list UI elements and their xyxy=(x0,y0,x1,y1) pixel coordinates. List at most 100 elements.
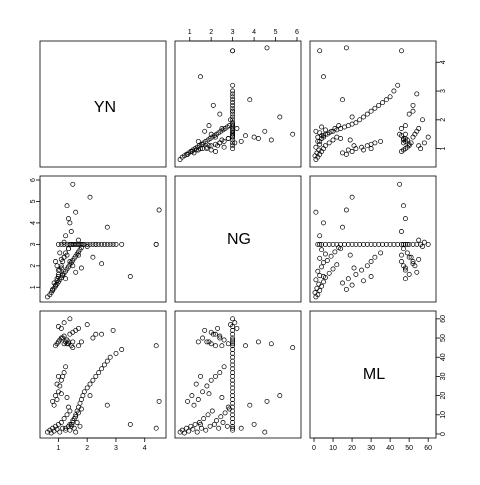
tick-label: 30 xyxy=(367,445,375,452)
data-point xyxy=(195,339,201,345)
tick-label: 0 xyxy=(312,445,316,452)
tick-label: 10 xyxy=(329,445,337,452)
data-point xyxy=(232,320,238,326)
data-point xyxy=(110,241,116,247)
data-point xyxy=(193,381,199,387)
data-point xyxy=(230,134,236,140)
data-point xyxy=(372,140,378,146)
data-point xyxy=(410,261,416,267)
data-point xyxy=(347,137,353,143)
data-point xyxy=(230,425,236,431)
data-point xyxy=(321,274,326,279)
data-point xyxy=(372,241,378,247)
data-point xyxy=(203,427,209,433)
data-point xyxy=(425,241,431,247)
data-point xyxy=(225,341,231,347)
data-point xyxy=(230,335,236,341)
data-point xyxy=(153,343,159,349)
data-point xyxy=(68,229,74,234)
data-point xyxy=(364,241,370,247)
data-point xyxy=(55,267,61,273)
data-point xyxy=(364,111,370,117)
scatter-ng-vs-ml xyxy=(312,181,431,300)
data-point xyxy=(87,381,93,387)
panel-ng-ml xyxy=(309,175,437,303)
data-point xyxy=(321,279,326,285)
data-point xyxy=(181,430,187,436)
data-point xyxy=(99,241,105,247)
data-point xyxy=(61,416,67,422)
data-point xyxy=(189,393,195,399)
data-point xyxy=(368,259,374,264)
scatter-ml-vs-ng xyxy=(177,316,296,436)
data-point xyxy=(230,337,236,343)
data-point xyxy=(210,102,216,108)
data-point xyxy=(101,362,107,368)
data-point xyxy=(317,288,323,293)
data-point xyxy=(63,233,69,239)
data-point xyxy=(421,140,427,146)
tick-label: 1 xyxy=(440,147,447,151)
data-point xyxy=(330,137,336,143)
data-point xyxy=(340,280,345,286)
data-point xyxy=(87,194,93,200)
data-point xyxy=(406,271,412,277)
data-point xyxy=(104,402,110,408)
data-point xyxy=(61,239,67,245)
data-point xyxy=(357,117,363,123)
data-point xyxy=(58,256,64,262)
data-point xyxy=(64,395,70,400)
data-point xyxy=(205,412,211,418)
data-point xyxy=(404,250,410,256)
data-point xyxy=(193,147,199,153)
tick-label: 3 xyxy=(231,29,235,36)
data-point xyxy=(334,241,340,247)
data-point xyxy=(110,327,116,333)
data-point xyxy=(206,339,212,345)
data-point xyxy=(326,241,332,247)
data-point xyxy=(277,114,283,120)
data-point xyxy=(119,241,125,247)
data-point xyxy=(113,241,119,247)
tick-label: 6 xyxy=(30,178,37,182)
data-point xyxy=(343,207,349,213)
tick-label: 60 xyxy=(440,315,447,323)
data-point xyxy=(224,423,230,429)
data-point xyxy=(213,373,218,379)
data-point xyxy=(364,263,370,269)
data-point xyxy=(67,421,73,427)
tick-label: 1 xyxy=(56,445,60,452)
data-point xyxy=(391,88,397,94)
data-point xyxy=(64,203,70,209)
data-point xyxy=(90,377,96,383)
data-point xyxy=(416,237,422,243)
data-point xyxy=(359,267,365,273)
data-point xyxy=(230,373,236,379)
labels-layer: YN NG ML xyxy=(94,99,385,383)
data-point xyxy=(361,147,366,153)
data-point xyxy=(202,128,208,134)
data-point xyxy=(70,263,76,269)
data-point xyxy=(406,254,412,260)
data-point xyxy=(99,331,105,337)
tick-label: 40 xyxy=(440,353,447,361)
data-point xyxy=(395,82,401,88)
data-point xyxy=(368,146,374,152)
data-point xyxy=(107,354,113,360)
data-point xyxy=(319,241,325,247)
data-point xyxy=(185,398,191,404)
data-point xyxy=(316,147,322,153)
data-point xyxy=(383,241,389,247)
data-point xyxy=(264,45,270,51)
data-point xyxy=(399,259,404,264)
data-point xyxy=(78,241,84,247)
data-point xyxy=(414,91,420,97)
data-point xyxy=(312,290,318,296)
data-point xyxy=(345,241,351,247)
data-point xyxy=(63,425,69,431)
data-point xyxy=(78,265,84,271)
data-point xyxy=(90,335,96,341)
data-point xyxy=(74,420,80,425)
tick-label: 5 xyxy=(274,29,278,36)
